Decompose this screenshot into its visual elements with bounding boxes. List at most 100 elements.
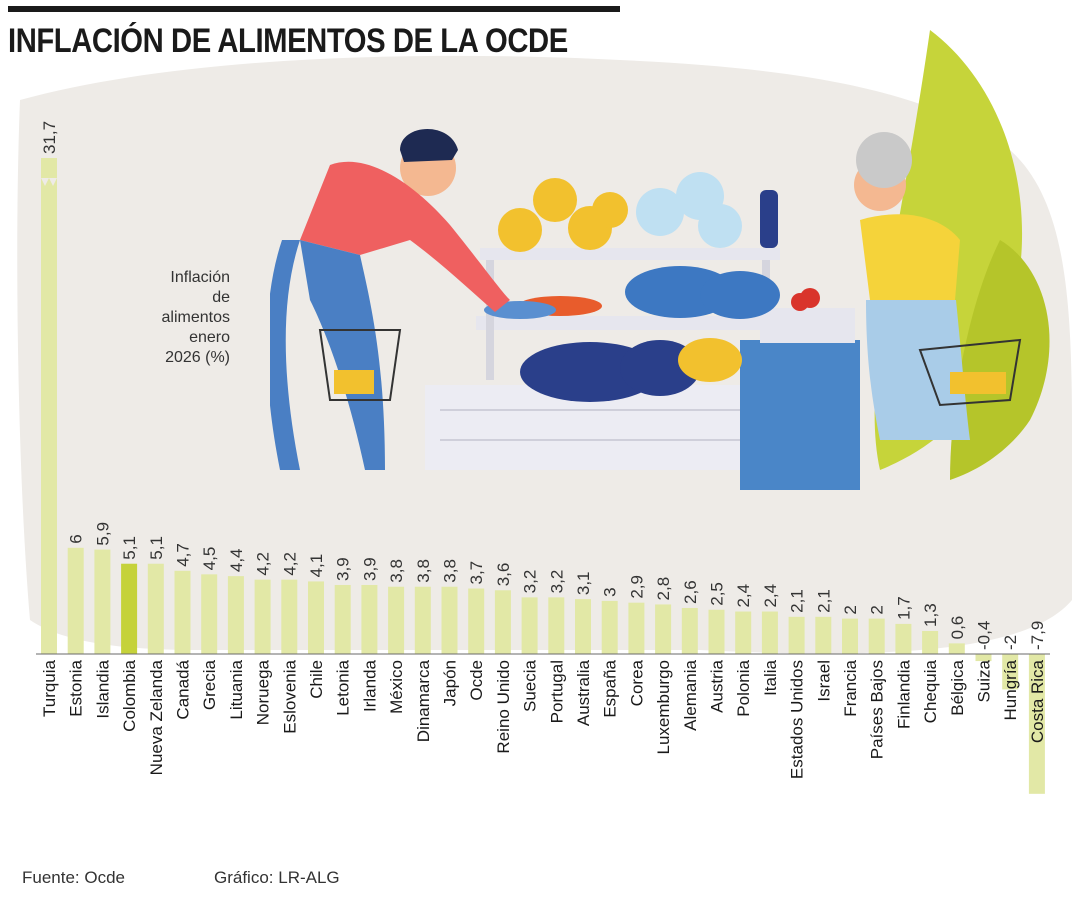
data-label-israel: 2,1	[814, 589, 833, 613]
category-label-grecia: Grecia	[200, 659, 219, 710]
data-label-francia: 2	[841, 605, 860, 614]
category-label-suecia: Suecia	[521, 659, 540, 712]
title-rule	[8, 6, 620, 12]
bar-hungria	[1002, 654, 1019, 690]
data-label-italia: 2,4	[761, 584, 780, 608]
category-label-portugal: Portugal	[547, 660, 566, 723]
data-label-belgica: 0,6	[948, 616, 967, 640]
category-label-irlanda: Irlanda	[360, 659, 379, 712]
data-label-finlandia: 1,7	[894, 596, 913, 620]
category-label-austria: Austria	[708, 659, 727, 712]
data-label-grecia: 4,5	[200, 547, 219, 571]
bar-ocde	[468, 588, 485, 654]
category-label-colombia: Colombia	[120, 659, 139, 731]
bar-espana	[601, 600, 618, 654]
data-label-islandia: 5,9	[93, 522, 112, 546]
data-label-turquia: 31,7	[40, 121, 59, 154]
category-label-canada: Canadá	[174, 659, 193, 719]
data-label-dinamarca: 3,8	[414, 559, 433, 583]
bar-eslovenia	[281, 579, 298, 654]
category-label-dinamarca: Dinamarca	[414, 659, 433, 742]
data-label-nueva-zelanda: 5,1	[147, 536, 166, 560]
woman-shopper	[854, 132, 1022, 440]
data-label-espana: 3	[601, 587, 620, 596]
bar-polonia	[735, 611, 752, 654]
category-label-finlandia: Finlandia	[894, 659, 913, 729]
bar-islandia	[94, 549, 111, 654]
man-shopper	[270, 128, 510, 470]
bar-suecia	[521, 597, 538, 654]
bar-luxemburgo	[655, 604, 672, 654]
data-label-suiza: -0,4	[975, 621, 994, 650]
data-label-suecia: 3,2	[521, 570, 540, 594]
bar-corea	[628, 602, 645, 654]
data-label-colombia: 5,1	[120, 536, 139, 560]
unit-label: Inflación de alimentos enero 2026 (%)	[161, 269, 230, 366]
bar-chequia	[922, 630, 939, 654]
category-label-francia: Francia	[841, 659, 860, 716]
bar-reino-unido	[494, 590, 511, 654]
bar-portugal	[548, 597, 565, 654]
category-label-australia: Australia	[574, 659, 593, 726]
category-label-estonia: Estonia	[67, 659, 86, 716]
data-label-estonia: 6	[67, 534, 86, 543]
bar-francia	[842, 618, 858, 654]
data-label-luxemburgo: 2,8	[654, 577, 673, 601]
market-stall	[425, 248, 860, 490]
category-label-islandia: Islandia	[93, 659, 112, 718]
bar-australia	[575, 599, 591, 654]
data-label-portugal: 3,2	[547, 570, 566, 594]
category-label-ocde: Ocde	[467, 660, 486, 701]
bar-israel	[815, 616, 832, 654]
category-label-espana: España	[601, 659, 620, 717]
bar-canada	[174, 570, 191, 654]
bar-letonia	[334, 584, 351, 654]
data-label-chile: 4,1	[307, 554, 326, 578]
bar-costa-rica	[1028, 654, 1045, 794]
data-label-irlanda: 3,9	[360, 557, 379, 581]
category-label-mexico: México	[387, 660, 406, 714]
category-label-letonia: Letonia	[334, 659, 353, 715]
bar-italia	[761, 611, 778, 654]
category-label-turquia: Turquia	[40, 659, 59, 717]
category-label-alemania: Alemania	[681, 659, 700, 730]
category-label-nueva-zelanda: Nueva Zelanda	[147, 659, 166, 775]
data-label-noruega: 4,2	[254, 552, 273, 576]
category-label-polonia: Polonia	[734, 659, 753, 716]
bar-top-turquia	[41, 158, 57, 178]
bar-noruega	[254, 579, 271, 654]
data-label-alemania: 2,6	[681, 580, 700, 604]
data-label-chequia: 1,3	[921, 603, 940, 627]
bar-lituania	[227, 576, 244, 654]
data-label-polonia: 2,4	[734, 584, 753, 608]
data-label-ocde: 3,7	[467, 561, 486, 585]
bar-suiza	[975, 654, 992, 662]
bar-alemania	[681, 607, 698, 654]
bar-austria	[708, 609, 725, 654]
axis-break-turquia	[41, 178, 57, 196]
category-label-reino-unido: Reino Unido	[494, 660, 513, 754]
data-label-austria: 2,5	[708, 582, 727, 606]
bar-grecia	[201, 574, 218, 654]
bar-japon	[441, 586, 458, 654]
category-label-japon: Japón	[441, 660, 460, 706]
bar-nueva-zelanda	[147, 563, 164, 654]
credit-note: Gráfico: LR-ALG	[214, 868, 340, 887]
category-label-belgica: Bélgica	[948, 659, 967, 715]
category-label-italia: Italia	[761, 659, 780, 695]
category-label-suiza: Suiza	[975, 659, 994, 702]
bar-finlandia	[895, 623, 912, 654]
data-label-australia: 3,1	[574, 571, 593, 595]
bar-dinamarca	[414, 586, 431, 654]
bar-paises-bajos	[868, 618, 885, 654]
category-label-luxemburgo: Luxemburgo	[654, 660, 673, 755]
data-label-hungria: -2	[1001, 635, 1020, 650]
bar-belgica	[948, 643, 965, 654]
category-label-costa-rica: Costa Rica	[1028, 659, 1047, 743]
data-label-reino-unido: 3,6	[494, 563, 513, 587]
bar-colombia	[121, 563, 138, 654]
data-label-mexico: 3,8	[387, 559, 406, 583]
data-label-estados-unidos: 2,1	[788, 589, 807, 613]
category-label-chequia: Chequia	[921, 659, 940, 723]
data-label-japon: 3,8	[441, 559, 460, 583]
